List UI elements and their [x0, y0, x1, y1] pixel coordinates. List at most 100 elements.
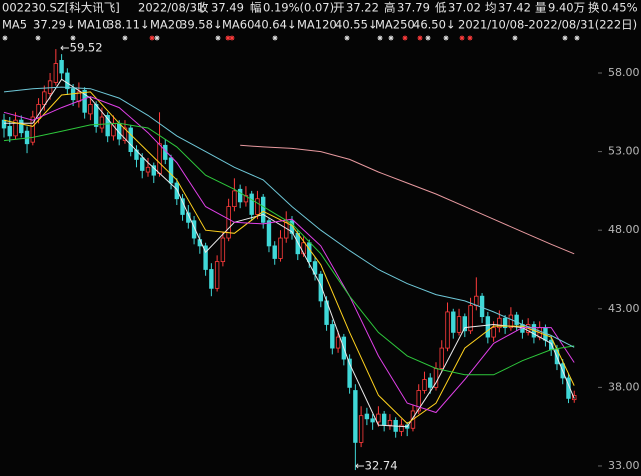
extreme-annotation: ←32.74 — [355, 459, 398, 473]
candle-body — [514, 314, 519, 325]
legend-value: 46.50↓ — [413, 18, 456, 32]
event-marker — [425, 35, 431, 41]
header-label: 低 — [435, 1, 447, 15]
header-value: 37.79 — [397, 1, 430, 15]
candle-body — [422, 379, 427, 391]
candle-body — [364, 413, 370, 420]
candle-body — [151, 165, 156, 176]
candle-body — [474, 295, 479, 307]
header-label: 幅 — [250, 1, 262, 15]
legend-value: 40.64↓ — [254, 18, 297, 32]
event-marker — [443, 35, 449, 41]
candle-body — [13, 119, 18, 137]
candle-body — [105, 115, 110, 137]
ma-line — [240, 144, 575, 255]
candle-body — [439, 347, 444, 369]
legend-value: 37.29↓ — [33, 18, 76, 32]
candle-body — [318, 273, 323, 302]
legend-name: MA250 — [375, 18, 415, 32]
candle-body — [462, 316, 467, 332]
legend-name: MA20 — [150, 18, 182, 32]
event-marker — [122, 35, 128, 41]
candle-body — [99, 116, 105, 129]
candle-body — [387, 419, 393, 426]
event-marker — [215, 35, 221, 41]
y-tick-label: 38.00 — [608, 380, 640, 393]
candle-body — [549, 339, 554, 351]
legend-name: MA10 — [77, 18, 109, 32]
ma-line — [3, 96, 575, 414]
event-marker — [512, 35, 518, 41]
candle-body — [237, 188, 243, 203]
y-tick-label: 48.00 — [608, 223, 640, 236]
candle-body — [88, 104, 93, 115]
event-marker — [2, 35, 8, 41]
candle-body — [451, 311, 456, 333]
candle-body — [65, 72, 70, 90]
candle-body — [508, 314, 514, 329]
event-marker — [229, 35, 235, 41]
candle-body — [266, 220, 272, 247]
candle-body — [1, 119, 7, 129]
legend-name: MA5 — [2, 18, 27, 32]
event-marker — [35, 35, 41, 41]
event-marker — [70, 35, 76, 41]
candle-body — [42, 91, 47, 105]
header-label: 开 — [333, 1, 345, 15]
candle-body — [295, 232, 300, 255]
candle-body — [19, 119, 24, 134]
candle-body — [255, 198, 260, 215]
event-marker — [562, 35, 568, 41]
legend-name: MA120 — [297, 18, 337, 32]
candle-body — [502, 317, 508, 329]
candle-body — [220, 237, 226, 263]
candle-body — [307, 242, 312, 263]
candle-body — [376, 413, 381, 423]
candle-body — [47, 80, 53, 94]
header-label: 量 — [535, 1, 547, 15]
candle-body — [168, 157, 174, 184]
candle-body — [491, 327, 496, 338]
header-value: 37.42 — [498, 1, 531, 15]
candle-body — [232, 190, 237, 208]
candle-body — [272, 245, 277, 259]
candle-body — [209, 269, 214, 289]
header-label: 换 — [588, 1, 600, 15]
candle-body — [445, 311, 450, 349]
event-marker — [344, 35, 350, 41]
candle-body — [289, 220, 295, 234]
candle-body — [485, 316, 491, 338]
candle-body — [157, 143, 162, 174]
event-marker — [225, 35, 231, 41]
candle-body — [456, 316, 462, 333]
event-marker — [149, 35, 155, 41]
header-label: 高 — [384, 1, 396, 15]
candle-body — [330, 324, 335, 349]
candle-body — [93, 104, 99, 127]
event-marker — [154, 35, 160, 41]
candle-body — [128, 127, 133, 152]
candle-body — [122, 127, 128, 141]
candle-body — [226, 206, 231, 239]
candle-body — [370, 418, 375, 423]
header-value: 9.40万 — [548, 1, 585, 15]
legend-value: 38.11↓ — [107, 18, 150, 32]
candle-body — [358, 415, 364, 443]
header-value: 37.02 — [448, 1, 481, 15]
event-marker — [417, 35, 423, 41]
candle-body — [243, 195, 249, 203]
candle-body — [174, 182, 179, 200]
header-label: 收 — [197, 1, 209, 15]
y-tick-label: 33.00 — [608, 459, 640, 472]
candle-body — [7, 126, 12, 137]
candle-body — [82, 89, 87, 113]
header-value: 0.45% — [601, 1, 638, 15]
candle-body — [284, 221, 289, 239]
y-tick-label: 58.00 — [608, 66, 640, 79]
event-marker — [574, 35, 580, 41]
stock-code: 002230.SZ[科大讯飞] — [2, 1, 120, 15]
candle-body — [249, 193, 254, 215]
ma-line — [3, 91, 575, 425]
